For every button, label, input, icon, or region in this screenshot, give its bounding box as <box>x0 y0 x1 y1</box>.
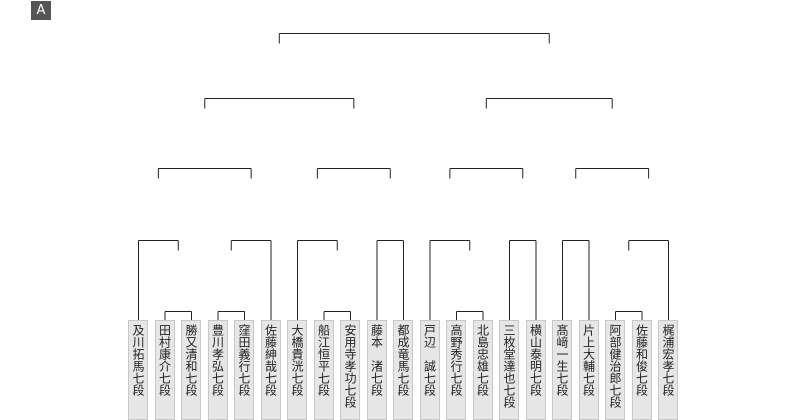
player[interactable]: 高野秀行七段 <box>446 320 466 420</box>
player[interactable]: 窪田義行七段 <box>234 320 254 420</box>
player[interactable]: 阿部健治郎七段 <box>605 320 625 420</box>
player[interactable]: 田村康介七段 <box>154 320 175 420</box>
player[interactable]: 佐藤和俊七段 <box>631 320 652 420</box>
player[interactable]: 藤本 渚七段 <box>366 320 387 420</box>
player[interactable]: 三枚堂達也七段 <box>499 320 519 420</box>
player[interactable]: 片上大輔七段 <box>578 320 599 420</box>
player[interactable]: 及川拓馬七段 <box>128 320 148 420</box>
player[interactable]: 北島忠雄七段 <box>472 320 493 420</box>
player[interactable]: 大橋貴洸七段 <box>287 320 307 420</box>
player[interactable]: 髙﨑一生七段 <box>552 320 572 420</box>
player[interactable]: 豊川孝弘七段 <box>207 320 228 420</box>
player[interactable]: 佐藤紳哉七段 <box>260 320 281 420</box>
player[interactable]: 安用寺孝功七段 <box>340 320 360 420</box>
player[interactable]: 戸辺 誠七段 <box>419 320 440 420</box>
player[interactable]: 横山泰明七段 <box>525 320 546 420</box>
player[interactable]: 船江恒平七段 <box>313 320 334 420</box>
player[interactable]: 勝又清和七段 <box>181 320 201 420</box>
player[interactable]: 都成竜馬七段 <box>393 320 413 420</box>
player[interactable]: 梶浦宏孝七段 <box>658 320 678 420</box>
badge[interactable]: A <box>31 1 51 20</box>
